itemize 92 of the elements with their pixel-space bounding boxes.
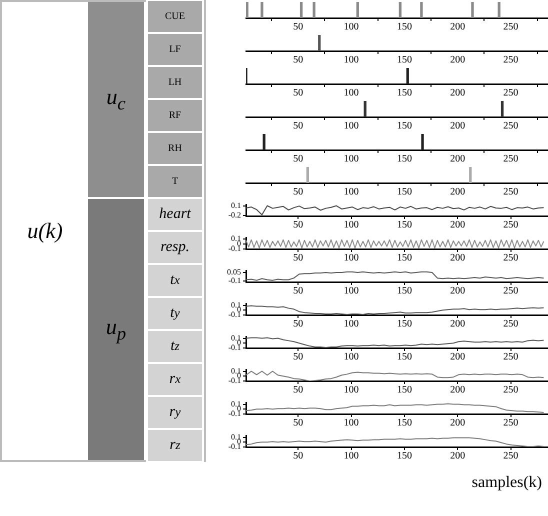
x-tick-label: 100 [344, 186, 359, 198]
x-tick-label: 250 [503, 418, 518, 429]
x-tick-label: 100 [344, 220, 359, 231]
x-tick-label: 150 [396, 352, 412, 363]
x-tick-label: 50 [293, 384, 304, 396]
x-tick-label: 150 [396, 22, 412, 33]
x-tick-label: 50 [293, 154, 304, 165]
x-tick-label: 200 [450, 384, 466, 396]
y-tick-label: -0.1 [228, 244, 241, 254]
x-tick-label: 200 [450, 54, 466, 66]
x-tick-label: 50 [293, 22, 304, 33]
x-tick-label: 250 [503, 88, 518, 99]
y-tick-label: 0.1 [231, 200, 241, 210]
x-tick-label: 250 [503, 154, 518, 165]
x-tick-label: 250 [503, 286, 518, 297]
x-tick-label: 250 [503, 384, 518, 396]
x-tick-label: 250 [503, 22, 518, 33]
x-tick-label: 250 [503, 54, 518, 66]
x-tick-label: 150 [396, 252, 412, 264]
x-tick-label: 50 [293, 120, 304, 132]
y-tick-label: -0.2 [228, 210, 241, 220]
y-tick-label: -0.1 [228, 409, 241, 418]
y-axis-title: LF [148, 34, 202, 65]
x-tick-label: 50 [293, 252, 304, 264]
x-tick-label: 150 [396, 286, 412, 297]
x-tick-label: 100 [344, 252, 359, 264]
x-tick-label: 150 [396, 450, 412, 462]
y-axis-title: resp. [148, 232, 202, 263]
x-tick-label: 150 [396, 418, 412, 429]
x-tick-label: 250 [503, 450, 518, 462]
y-axis-title: CUE [148, 1, 202, 32]
x-tick-label: 250 [503, 318, 518, 330]
x-tick-label: 100 [344, 22, 359, 33]
x-tick-label: 50 [293, 186, 304, 198]
x-tick-label: 250 [503, 252, 518, 264]
x-tick-label: 150 [396, 186, 412, 198]
x-tick-label: 200 [450, 154, 466, 165]
y-axis-title: heart [148, 199, 202, 230]
x-tick-label: 150 [396, 220, 412, 231]
x-tick-label: 50 [293, 54, 304, 66]
y-axis-title: LH [148, 67, 202, 98]
x-tick-label: 50 [293, 352, 304, 363]
x-tick-label: 50 [293, 318, 304, 330]
x-tick-label: 250 [503, 186, 518, 198]
x-tick-label: 50 [293, 220, 304, 231]
x-tick-label: 250 [503, 352, 518, 363]
x-tick-label: 200 [450, 450, 466, 462]
y-tick-label: -0.1 [228, 376, 241, 386]
y-tick-label: -0.1 [228, 310, 241, 320]
x-tick-label: 150 [396, 154, 412, 165]
x-tick-label: 150 [396, 54, 412, 66]
x-tick-label: 100 [344, 154, 359, 165]
x-tick-label: 200 [450, 286, 466, 297]
y-tick-label: -0.1 [228, 276, 241, 285]
x-tick-label: 200 [450, 186, 466, 198]
x-tick-label: 50 [293, 286, 304, 297]
y-axis-title: RF [148, 100, 202, 131]
x-tick-label: 150 [396, 384, 412, 396]
x-tick-label: 200 [450, 22, 466, 33]
y-tick-label: 0.05 [227, 268, 241, 277]
text: u$_{c}$ [106, 84, 126, 115]
x-axis-title: samples(k) [470, 473, 543, 492]
y-axis-title: RH [148, 133, 202, 164]
y-axis-title: T [148, 166, 202, 197]
y-tick-label: -0.1 [228, 343, 241, 352]
x-tick-label: 100 [344, 88, 359, 99]
x-tick-label: 200 [450, 418, 466, 429]
y-tick-label: -0.1 [228, 442, 241, 452]
x-tick-label: 50 [293, 418, 304, 429]
x-tick-label: 100 [344, 450, 359, 462]
x-tick-label: 150 [396, 120, 412, 132]
x-tick-label: 250 [503, 220, 518, 231]
x-tick-label: 50 [293, 450, 304, 462]
x-tick-label: 100 [344, 286, 359, 297]
x-tick-label: 100 [344, 352, 359, 363]
x-tick-label: 200 [450, 252, 466, 264]
x-tick-label: 200 [450, 120, 466, 132]
text: u$_{p}$ [106, 314, 126, 345]
x-tick-label: 250 [503, 120, 518, 132]
x-tick-label: 200 [450, 318, 466, 330]
x-tick-label: 200 [450, 88, 466, 99]
x-tick-label: 200 [450, 220, 466, 231]
x-tick-label: 100 [344, 384, 359, 396]
x-tick-label: 100 [344, 54, 359, 66]
x-tick-label: 50 [293, 88, 304, 99]
x-tick-label: 200 [450, 352, 466, 363]
x-tick-label: 150 [396, 318, 412, 330]
x-tick-label: 100 [344, 120, 359, 132]
x-tick-label: 100 [344, 418, 359, 429]
text: u(k) [27, 218, 63, 244]
x-tick-label: 150 [396, 88, 412, 99]
x-tick-label: 100 [344, 318, 359, 330]
